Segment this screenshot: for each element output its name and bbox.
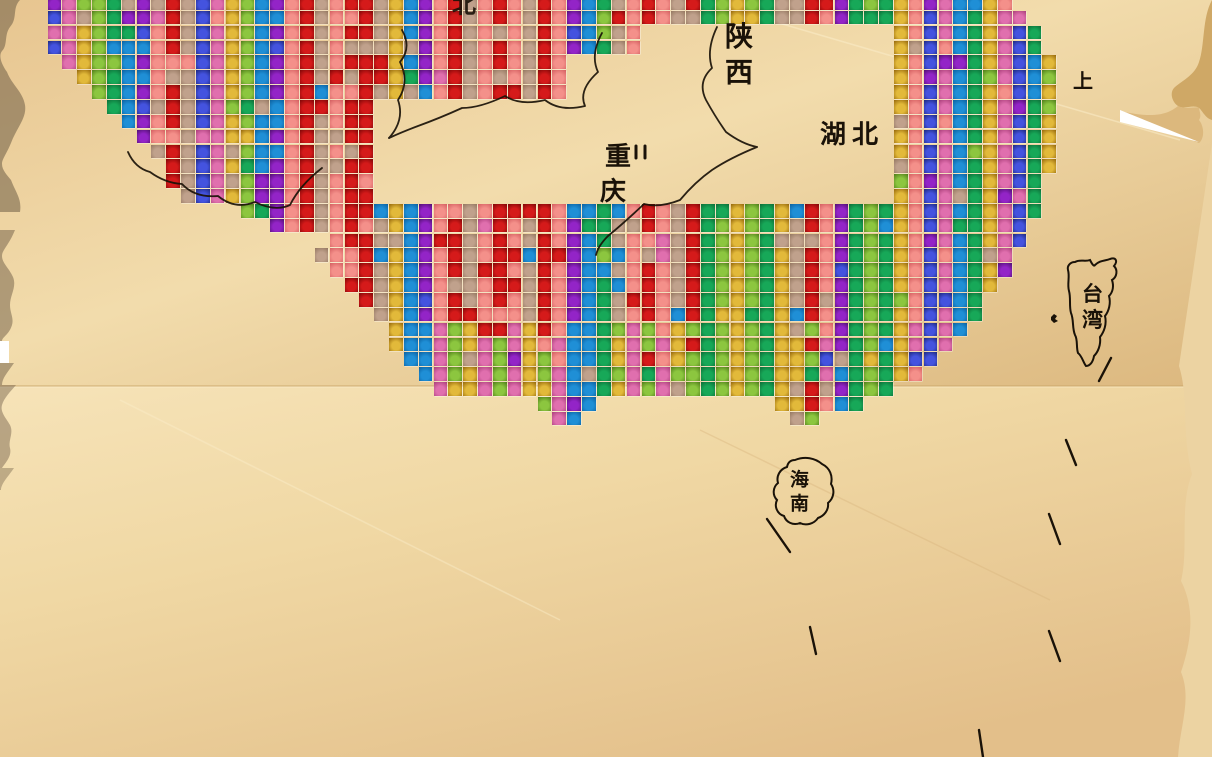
svg-text:湖: 湖 [820,119,846,149]
svg-text:上: 上 [1073,71,1093,93]
svg-text:北: 北 [852,119,878,149]
svg-text:陕: 陕 [725,21,753,52]
svg-text:重: 重 [605,141,631,171]
svg-text:南: 南 [790,493,809,515]
svg-text:庆: 庆 [600,176,626,206]
svg-text:湾: 湾 [1082,308,1103,332]
svg-text:海: 海 [790,469,809,491]
svg-text:西: 西 [725,57,753,88]
svg-text:台: 台 [1082,282,1103,306]
svg-text:北: 北 [452,0,476,19]
